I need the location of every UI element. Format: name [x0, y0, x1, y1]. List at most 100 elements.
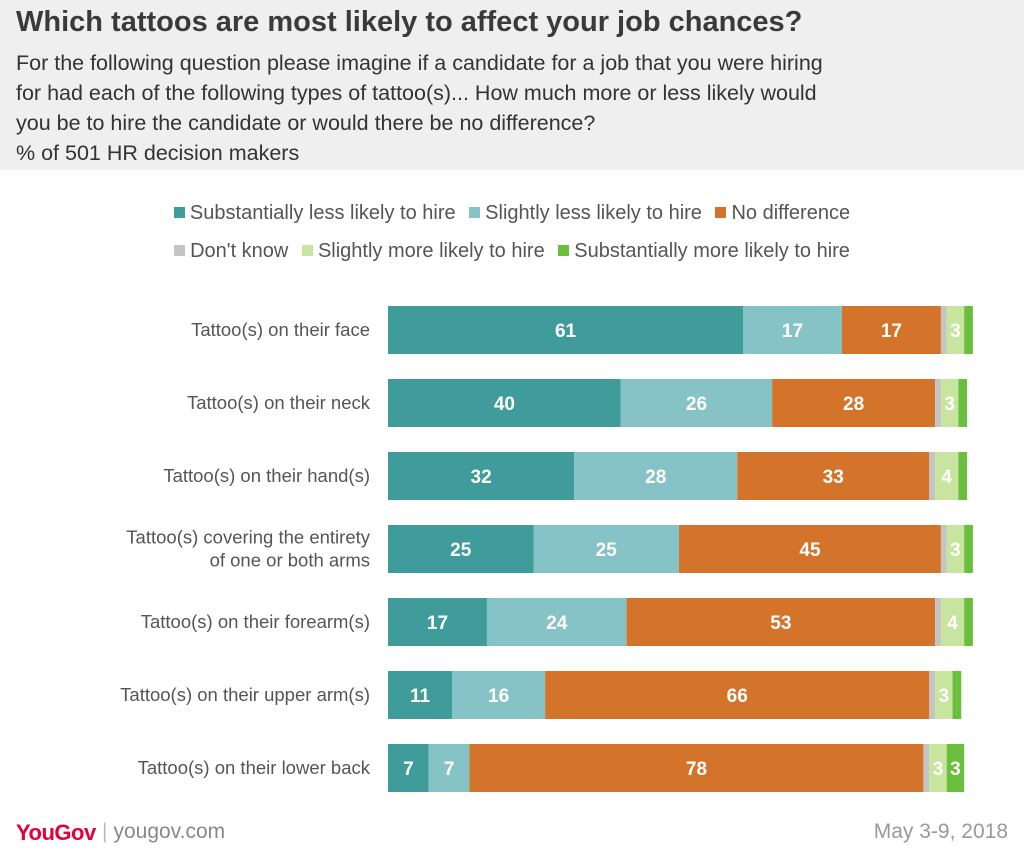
category-label: Tattoo(s) on their upper arm(s)	[120, 684, 370, 705]
bar-segment	[574, 452, 738, 500]
bar-segment	[772, 379, 936, 427]
legend-item: Slightly less likely to hire	[469, 202, 702, 225]
data-label: 45	[799, 540, 821, 561]
header-panel: Which tattoos are most likely to affect …	[0, 0, 1024, 170]
yougov-logo: YouGov	[16, 820, 96, 845]
data-label: 33	[823, 467, 844, 488]
site-link[interactable]: | yougov.com	[102, 820, 225, 844]
data-label: 28	[645, 467, 666, 488]
data-label: 11	[410, 686, 431, 707]
category-label: Tattoo(s) on their forearm(s)	[141, 611, 370, 632]
stacked-bar-chart: Tattoo(s) on their face 61 17 17 3 Tattoo(s) …	[120, 306, 973, 792]
legend-swatch	[469, 207, 481, 218]
bar-segment	[958, 379, 968, 427]
bar-segment	[679, 525, 941, 573]
data-label: 28	[843, 394, 864, 415]
legend-label: No difference	[731, 202, 851, 224]
data-label: 3	[939, 686, 950, 707]
legend-swatch	[174, 245, 186, 256]
category-label: Tattoo(s) covering the entirety of one or…	[126, 527, 370, 571]
bar-segment	[452, 671, 546, 719]
data-label: 16	[488, 686, 509, 707]
footer: YouGov | yougov.com May 3-9, 2018	[0, 812, 1024, 852]
bar-segment	[946, 744, 965, 792]
subtitle-line: you be to hire the candidate or would th…	[16, 111, 596, 135]
divider: |	[102, 820, 108, 843]
bar-segment	[388, 306, 744, 354]
legend-item: No difference	[715, 202, 850, 225]
bar-segment	[533, 525, 679, 573]
bar-segment	[964, 598, 973, 646]
legend-label: Slightly more likely to hire	[317, 240, 545, 262]
category-label: Tattoo(s) on their face	[191, 319, 370, 340]
data-label: 53	[770, 613, 791, 634]
legend-item: Don't know	[174, 240, 288, 263]
chart-title: Which tattoos are most likely to affect …	[16, 6, 803, 38]
legend-swatch	[301, 245, 313, 256]
bar-segment	[929, 744, 947, 792]
data-label: 7	[403, 759, 414, 780]
bar-segment	[935, 671, 953, 719]
data-label: 66	[727, 686, 748, 707]
data-label: 78	[686, 759, 707, 780]
bar-segment	[388, 598, 487, 646]
legend-label: Slightly less likely to hire	[485, 202, 702, 224]
bar-segment	[428, 744, 470, 792]
legend-label: Substantially less likely to hire	[189, 202, 456, 224]
bar-segment	[841, 306, 941, 354]
legend-item: Substantially more likely to hire	[558, 240, 850, 263]
category-label: Tattoo(s) on their hand(s)	[163, 465, 370, 486]
data-label: 61	[555, 321, 577, 342]
bar-segment	[929, 452, 936, 500]
bar-segment	[958, 452, 968, 500]
data-label: 17	[782, 321, 803, 342]
category-label: Tattoo(s) on their neck	[187, 392, 371, 413]
legend-row: Substantially less likely to hire Slight…	[0, 202, 1024, 225]
data-label: 25	[596, 540, 618, 561]
bar-segment	[737, 452, 930, 500]
bar-segment	[388, 452, 575, 500]
site-url: yougov.com	[113, 820, 226, 843]
bar-segment	[388, 744, 429, 792]
bar-segment	[626, 598, 936, 646]
data-label: 17	[881, 321, 902, 342]
bar-segment	[940, 525, 947, 573]
data-label: 32	[471, 467, 492, 488]
data-label: 3	[933, 759, 944, 780]
bar-segment	[743, 306, 842, 354]
legend-swatch	[173, 207, 185, 218]
legend-row: Don't know Slightly more likely to hire …	[0, 240, 1024, 263]
bar-segment	[935, 598, 941, 646]
bar-segment	[929, 671, 936, 719]
data-label: 17	[427, 613, 448, 634]
bar-segment	[388, 525, 534, 573]
data-label: 3	[950, 321, 961, 342]
legend-swatch	[715, 207, 727, 218]
bar-segment	[923, 744, 930, 792]
bar-segment	[388, 379, 621, 427]
category-label: Tattoo(s) on their lower back	[138, 757, 371, 778]
legend-label: Substantially more likely to hire	[574, 240, 850, 262]
data-label: 4	[947, 613, 958, 634]
bar-segment	[620, 379, 773, 427]
data-label: 3	[950, 540, 961, 561]
survey-date: May 3-9, 2018	[873, 820, 1008, 843]
legend-label: Don't know	[190, 240, 289, 262]
data-label: 3	[944, 394, 955, 415]
bar-segment	[940, 306, 947, 354]
data-label: 25	[450, 540, 472, 561]
bar-segment	[388, 671, 453, 719]
data-label: 3	[950, 759, 961, 780]
subtitle-line: For the following question please imagin…	[16, 51, 823, 75]
bar-segment	[545, 671, 930, 719]
data-label: 4	[941, 467, 952, 488]
bar-segment	[946, 306, 965, 354]
bar-segment	[946, 525, 965, 573]
bar-segment	[940, 379, 959, 427]
bar-segment	[935, 379, 941, 427]
bar-segment	[940, 598, 965, 646]
legend-swatch	[558, 245, 570, 256]
subtitle-line: for had each of the following types of t…	[16, 81, 817, 105]
bar-segment	[935, 452, 959, 500]
data-label: 7	[444, 759, 455, 780]
